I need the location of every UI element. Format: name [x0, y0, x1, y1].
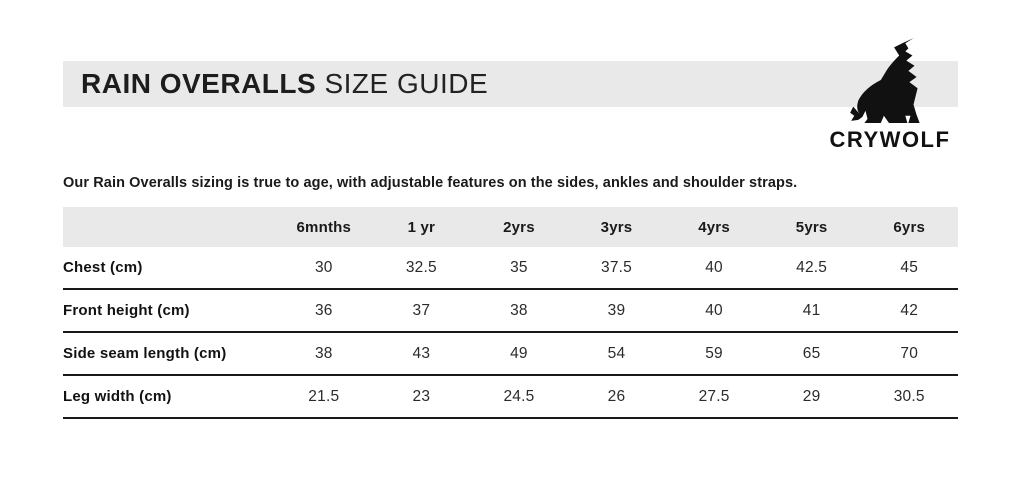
cell: 59: [705, 344, 723, 362]
page-title-product: RAIN OVERALLS: [81, 68, 317, 99]
cell: 65: [802, 344, 821, 362]
intro-text: Our Rain Overalls sizing is true to age,…: [63, 175, 798, 191]
cell: 29: [802, 387, 821, 405]
cell: 38: [314, 344, 333, 362]
cell: 37.5: [601, 258, 632, 276]
cell: 43: [412, 344, 431, 362]
cell: 37: [412, 301, 431, 319]
row-label: Leg width (cm): [63, 388, 172, 405]
col-header-2yrs: 2yrs: [503, 218, 535, 236]
row-label: Side seam length (cm): [63, 345, 227, 362]
page-title: RAIN OVERALLS SIZE GUIDE: [81, 68, 488, 100]
col-header-1yr: 1 yr: [407, 218, 436, 236]
cell: 45: [900, 258, 919, 276]
col-header-6yrs: 6yrs: [893, 218, 926, 236]
brand-logo: CRYWOLF: [822, 31, 958, 153]
cell: 21.5: [308, 387, 340, 405]
cell: 30.5: [893, 387, 925, 405]
row-label: Chest (cm): [63, 259, 143, 276]
cell: 41: [802, 301, 821, 319]
cell: 23: [412, 387, 431, 405]
cell: 32.5: [405, 258, 437, 276]
table-header-row: 6mnths 1 yr 2yrs 3yrs 4yrs 5yrs 6yrs: [63, 207, 958, 247]
cell: 54: [607, 344, 626, 362]
cell: 42: [900, 301, 919, 319]
cell: 49: [510, 344, 528, 362]
col-header-5yrs: 5yrs: [795, 218, 828, 236]
cell: 42.5: [796, 258, 828, 276]
cell: 26: [607, 387, 626, 405]
table-row-chest: Chest (cm) 30 32.5 35 37.5 40 42.5 45: [63, 247, 958, 290]
brand-name: CRYWOLF: [829, 127, 951, 152]
cell: 27.5: [698, 387, 730, 405]
cell: 35: [510, 258, 528, 276]
size-guide-table: 6mnths 1 yr 2yrs 3yrs 4yrs 5yrs 6yrs Che…: [63, 207, 958, 419]
table-row-side-seam: Side seam length (cm) 38 43 49 54 59 65 …: [63, 333, 958, 376]
cell: 70: [900, 344, 919, 362]
title-banner: RAIN OVERALLS SIZE GUIDE: [63, 61, 958, 107]
table-row-leg-width: Leg width (cm) 21.5 23 24.5 26 27.5 29 3…: [63, 376, 958, 419]
col-header-4yrs: 4yrs: [698, 218, 730, 236]
col-header-6mnths: 6mnths: [296, 218, 352, 236]
col-header-3yrs: 3yrs: [600, 218, 633, 236]
cell: 24.5: [503, 387, 535, 405]
page-title-suffix: SIZE GUIDE: [324, 68, 489, 99]
cell: 40: [705, 301, 723, 319]
cell: 40: [705, 258, 723, 276]
cell: 39: [607, 301, 626, 319]
cell: 36: [314, 301, 333, 319]
cell: 38: [510, 301, 528, 319]
row-label: Front height (cm): [63, 302, 190, 319]
howling-wolf-icon: [850, 38, 920, 123]
table-row-front-height: Front height (cm) 36 37 38 39 40 41 42: [63, 290, 958, 333]
cell: 30: [314, 258, 333, 276]
